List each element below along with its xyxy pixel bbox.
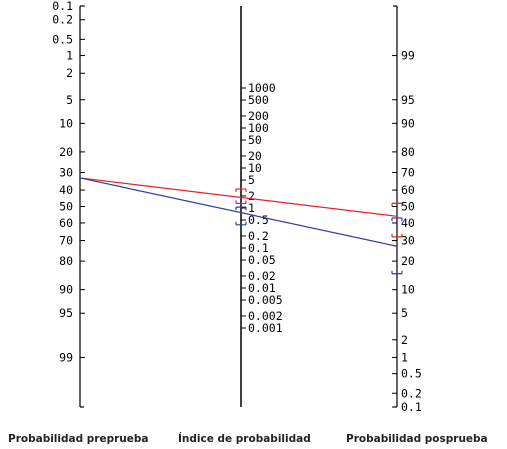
pretest-tick-label: 50 [59,200,73,214]
posttest-tick-label: 30 [401,234,415,248]
posttest-axis: 99 95 90 80 70 60 50 40 30 20 10 5 2 1 0.5 0.20.1 [392,49,422,414]
likelihood-tick-label: 0.005 [248,293,283,307]
posttest-tick-label: 50 [401,200,415,214]
posttest-tick-label: 1 [401,350,408,364]
pretest-tick-label: 5 [66,93,73,107]
pretest-tick-label: 70 [59,234,73,248]
pretest-tick-label: 20 [59,145,73,159]
likelihood-tick-label: 1000 [248,81,276,95]
axis-titles: Probabilidad preprueba Índice de probabi… [8,432,488,445]
pretest-tick-label: 60 [59,216,73,230]
posttest-tick-label: 20 [401,254,415,268]
likelihood-tick-label: 0.02 [248,269,276,283]
confidence-bracket [391,202,403,207]
pretest-tick-label: 2 [66,66,73,80]
likelihood-tick-label: 200 [248,109,269,123]
confidence-bracket [235,188,247,192]
confidence-bracket [235,200,247,205]
pretest-tick-label: 0.5 [52,32,73,46]
result-line [79,177,398,217]
likelihood-tick-label: 500 [248,93,269,107]
confidence-bracket [391,217,403,221]
pretest-tick-label: 10 [59,116,73,130]
pretest-axis-title: Probabilidad preprueba [8,433,148,445]
result-line [79,177,398,247]
likelihood-tick-label: 50 [248,133,262,147]
confidence-bracket [391,270,403,275]
posttest-tick-label: 70 [401,165,415,179]
likelihood-tick-label: 1 [248,201,255,215]
posttest-tick-label: 10 [401,283,415,297]
pretest-tick-label: 30 [59,165,73,179]
posttest-tick-label: 0.2 [401,386,422,400]
pretest-tick-label: 80 [59,254,73,268]
result-lines [79,177,403,275]
posttest-tick-label: 0.5 [401,367,422,381]
pretest-tick-label: 0.2 [52,13,73,27]
chart-frame [79,5,398,408]
posttest-tick-label: 99 [401,49,415,63]
posttest-axis-title: Probabilidad posprueba [346,433,488,445]
posttest-tick-label: 5 [401,306,408,320]
posttest-tick-label: 90 [401,116,415,130]
likelihood-tick-label: 20 [248,149,262,163]
likelihood-tick-label: 10 [248,161,262,175]
posttest-tick-label: 60 [401,183,415,197]
posttest-tick-label: 40 [401,216,415,230]
likelihood-tick-label: 0.05 [248,253,276,267]
posttest-tick-label: 2 [401,333,408,347]
posttest-tick-label: 80 [401,145,415,159]
pretest-axis: 0.10.2 0.5 1 2 5 10 20 30 40 50 60 70 80 90 95 99 [52,0,85,364]
pretest-tick-label: 99 [59,350,73,364]
posttest-tick-label: 0.1 [401,400,422,414]
likelihood-axis: 10005002001005020105210.50.20.10.050.020… [241,81,283,335]
confidence-bracket [235,221,247,226]
pretest-tick-label: 40 [59,183,73,197]
pretest-tick-label: 0.1 [52,0,73,13]
confidence-bracket [391,233,403,238]
pretest-tick-label: 90 [59,283,73,297]
likelihood-tick-label: 0.5 [248,213,269,227]
likelihood-tick-label: 0.001 [248,321,283,335]
likelihood-tick-label: 0.1 [248,241,269,255]
likelihood-tick-label: 0.002 [248,309,283,323]
likelihood-tick-label: 0.2 [248,229,269,243]
likelihood-axis-title: Índice de probabilidad [178,432,311,445]
likelihood-tick-label: 2 [248,189,255,203]
likelihood-tick-label: 100 [248,121,269,135]
likelihood-tick-label: 0.01 [248,281,276,295]
pretest-tick-label: 95 [59,306,73,320]
likelihood-tick-label: 5 [248,173,255,187]
confidence-bracket [235,206,247,211]
posttest-tick-label: 95 [401,93,415,107]
pretest-tick-label: 1 [66,49,73,63]
